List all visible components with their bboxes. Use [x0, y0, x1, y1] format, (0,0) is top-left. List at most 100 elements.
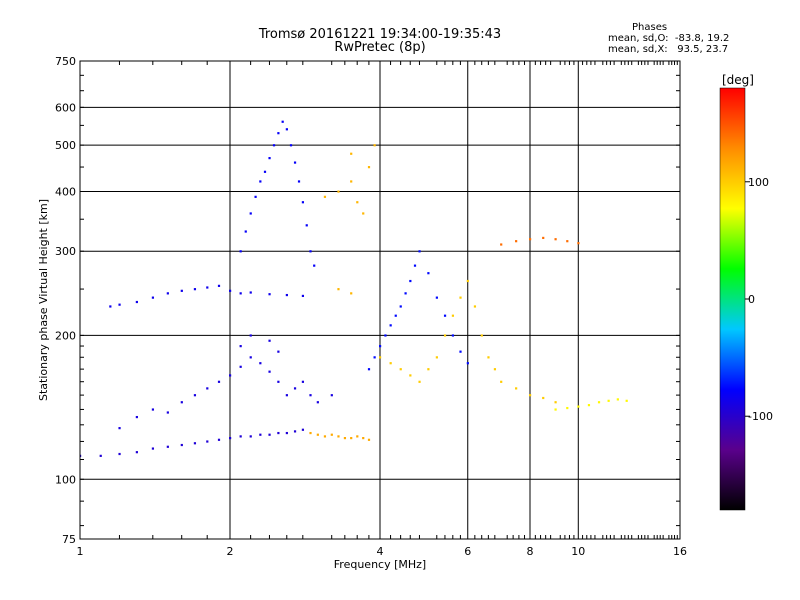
echo-point	[259, 433, 262, 436]
echo-point	[217, 284, 221, 287]
echo-point	[379, 345, 382, 348]
echo-point	[249, 356, 252, 359]
echo-point	[285, 431, 288, 435]
echo-point	[309, 431, 312, 435]
echo-point	[577, 405, 580, 408]
echo-point	[268, 339, 271, 342]
echo-point	[389, 362, 392, 365]
echo-point	[373, 356, 376, 359]
echo-point	[529, 238, 532, 241]
echo-point	[399, 368, 402, 371]
echo-point	[435, 296, 438, 299]
echo-point	[616, 398, 619, 401]
echo-point	[217, 380, 221, 383]
x-tick-label: 2	[227, 545, 234, 558]
echo-point	[301, 380, 305, 383]
echo-point	[293, 430, 297, 433]
echo-point	[206, 286, 209, 289]
echo-point	[281, 120, 284, 123]
x-tick-label: 4	[377, 545, 384, 558]
echo-point	[229, 436, 232, 440]
echo-point	[350, 436, 353, 440]
echo-point	[268, 433, 271, 436]
y-tick-label: 75	[62, 533, 76, 546]
phases-heading: Phases	[632, 22, 668, 33]
echo-point	[277, 132, 280, 135]
echo-point	[566, 406, 569, 410]
y-tick-label: 200	[55, 329, 76, 342]
echo-point	[229, 289, 232, 292]
echo-point	[625, 399, 628, 402]
echo-point	[239, 292, 242, 295]
echo-point	[249, 212, 252, 215]
echo-point	[206, 440, 209, 443]
echo-point	[272, 144, 276, 147]
echo-point	[350, 180, 353, 183]
y-tick-label: 500	[55, 139, 76, 152]
grid-lines	[80, 61, 680, 539]
echo-point	[350, 152, 353, 155]
echo-point	[309, 250, 312, 253]
echo-point	[166, 292, 169, 295]
echo-point	[466, 279, 469, 283]
echo-point	[337, 190, 340, 193]
echo-point	[435, 356, 438, 359]
echo-point	[285, 394, 288, 397]
echo-point	[229, 374, 232, 377]
phase-x-stats: mean, sd,X: 93.5, 23.7	[608, 44, 729, 55]
echo-point	[356, 201, 359, 204]
y-axis-label: Stationary phase Virtual Height [km]	[37, 199, 50, 401]
x-tick-label: 16	[673, 545, 687, 558]
echo-point	[607, 399, 610, 402]
echo-point	[379, 356, 382, 359]
echo-point	[309, 394, 312, 397]
echo-point	[135, 451, 138, 454]
chart-title: Tromsø 20161221 19:34:00-19:35:43	[258, 27, 502, 42]
echo-point	[180, 289, 183, 292]
echo-point	[451, 334, 455, 337]
echo-point	[493, 368, 497, 371]
y-tick-label: 600	[55, 101, 76, 114]
echo-point	[529, 394, 532, 397]
echo-point	[466, 362, 469, 365]
echo-point	[268, 370, 271, 373]
echo-point	[268, 157, 271, 160]
echo-point	[166, 411, 169, 414]
echo-point	[350, 292, 353, 295]
echo-point	[293, 387, 297, 390]
y-tick-label: 100	[55, 473, 76, 486]
echo-point	[135, 300, 138, 304]
echo-point	[313, 264, 316, 267]
echo-point	[542, 236, 545, 240]
y-tick-label: 400	[55, 185, 76, 198]
y-tick-label: 300	[55, 245, 76, 258]
echo-point	[193, 442, 197, 445]
echo-point	[193, 288, 197, 291]
echo-point	[356, 435, 359, 438]
echo-point	[554, 401, 557, 404]
echo-point	[384, 334, 387, 337]
echo-point	[285, 293, 288, 297]
echo-point	[118, 452, 121, 456]
echo-point	[254, 195, 257, 198]
echo-point	[542, 396, 545, 400]
echo-point	[239, 345, 242, 348]
colorbar-tick-label: 100	[748, 176, 769, 189]
echo-point	[554, 408, 557, 411]
y-tick-label: 750	[55, 55, 76, 68]
echo-point	[285, 128, 288, 131]
echo-point	[277, 350, 280, 353]
echo-point	[389, 324, 392, 327]
echo-point	[316, 433, 319, 436]
axis-ticks: 1 2 4 6 8 10 16 75 100 200 300 400 500 600 750	[55, 55, 687, 558]
x-tick-label: 1	[77, 545, 84, 558]
echo-point	[249, 334, 252, 337]
echo-point	[118, 303, 121, 306]
x-axis-label: Frequency [MHz]	[334, 558, 426, 571]
echo-point	[443, 334, 447, 337]
echo-point	[554, 238, 557, 241]
echo-point	[151, 296, 155, 299]
echo-point	[459, 350, 462, 353]
echo-point	[577, 242, 580, 245]
echo-point	[249, 435, 252, 438]
